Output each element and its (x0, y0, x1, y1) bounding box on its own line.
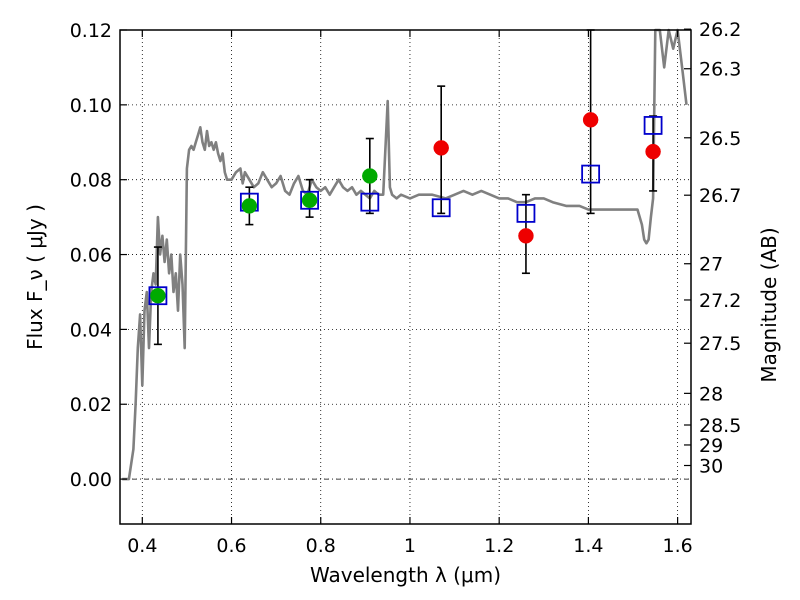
y-tick-label: 0.04 (70, 319, 112, 341)
right-tick-label: 30 (699, 456, 723, 478)
right-tick-label: 27.2 (699, 290, 741, 312)
square-marker (148, 286, 168, 306)
right-tick-label: 26.5 (699, 128, 741, 150)
circle-marker (582, 112, 599, 128)
x-axis-label: Wavelength λ (μm) (310, 563, 501, 587)
square-marker (360, 192, 380, 212)
y-tick-label: 0.00 (70, 469, 112, 491)
model-spectrum-layer (122, 28, 688, 481)
circle-marker (301, 192, 318, 209)
right-tick-label: 27.5 (699, 333, 741, 355)
x-tick-label: 1.6 (663, 535, 693, 557)
square-marker-layer (148, 116, 663, 306)
x-tick-label: 1 (404, 535, 416, 557)
right-tick-label: 26.2 (699, 19, 741, 41)
right-tick-label: 26.7 (699, 185, 741, 207)
circle-marker (241, 198, 258, 214)
errorbar-layer (153, 29, 658, 346)
square-marker (581, 164, 601, 184)
circle-marker (645, 143, 661, 160)
tick-layer (120, 28, 691, 524)
model-spectrum-line (122, 28, 688, 481)
y-tick-label: 0.10 (70, 95, 112, 117)
right-tick-label: 26.3 (699, 59, 741, 81)
square-marker (643, 116, 663, 135)
square-marker (300, 190, 319, 210)
square-marker (431, 198, 451, 218)
circle-marker (518, 228, 534, 244)
right-axis-label: Magnitude (AB) (757, 227, 781, 382)
x-tick-label: 0.6 (216, 535, 246, 557)
square-marker (516, 203, 536, 223)
circle-marker (150, 287, 166, 304)
right-tick-label: 28.5 (699, 415, 741, 437)
right-tick-label: 29 (699, 435, 723, 457)
y-axis-label: Flux F_ν ( μJy ) (23, 204, 47, 350)
y-tick-label: 0.08 (70, 170, 112, 192)
y-tick-label: 0.12 (70, 20, 112, 42)
right-tick-label: 27 (699, 254, 723, 276)
y-tick-label: 0.06 (70, 245, 112, 267)
grid (120, 29, 691, 524)
circle-marker (362, 168, 378, 184)
y-tick-labels: 0.00 0.02 0.04 0.06 0.08 0.10 0.12 (70, 20, 112, 491)
x-tick-label: 0.4 (127, 535, 157, 557)
y-tick-label: 0.02 (70, 394, 112, 416)
x-tick-label: 1.2 (484, 535, 514, 557)
x-tick-label: 0.8 (306, 535, 336, 557)
plot-frame (119, 29, 692, 525)
x-tick-labels: 0.4 0.6 0.8 1 1.2 1.4 1.6 (127, 535, 693, 557)
circle-marker-layer (150, 112, 661, 304)
x-tick-label: 1.4 (573, 535, 603, 557)
circle-marker (433, 140, 449, 156)
right-tick-label: 28 (699, 383, 723, 405)
